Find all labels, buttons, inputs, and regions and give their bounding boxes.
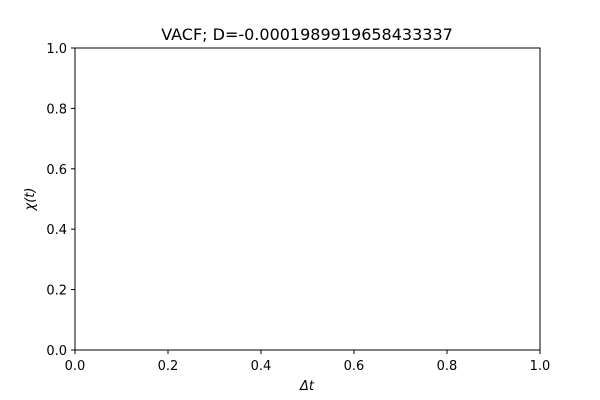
y-tick-label: 0.2 <box>46 284 67 299</box>
x-tick-label: 0.2 <box>158 359 179 374</box>
x-tick-label: 0.8 <box>437 359 458 374</box>
y-tick-label: 0.8 <box>46 102 67 117</box>
y-tick-label: 1.0 <box>46 42 67 57</box>
x-tick-label: 0.0 <box>65 359 86 374</box>
plot-area <box>74 47 541 351</box>
y-axis: 0.0 0.2 0.4 0.6 0.8 1.0 <box>46 42 75 359</box>
chart-title: VACF; D=-0.0001989919658433337 <box>161 25 453 44</box>
y-tick-label: 0.6 <box>46 163 67 178</box>
y-axis-label: χ(t) <box>23 188 38 212</box>
x-axis-label: Δt <box>299 379 315 394</box>
x-tick-label: 0.6 <box>344 359 365 374</box>
x-tick-label: 0.4 <box>251 359 272 374</box>
x-tick-label: 1.0 <box>530 359 551 374</box>
x-axis: 0.0 0.2 0.4 0.6 0.8 1.0 <box>65 350 551 374</box>
y-tick-label: 0.4 <box>46 223 67 238</box>
y-tick-label: 0.0 <box>46 344 67 359</box>
